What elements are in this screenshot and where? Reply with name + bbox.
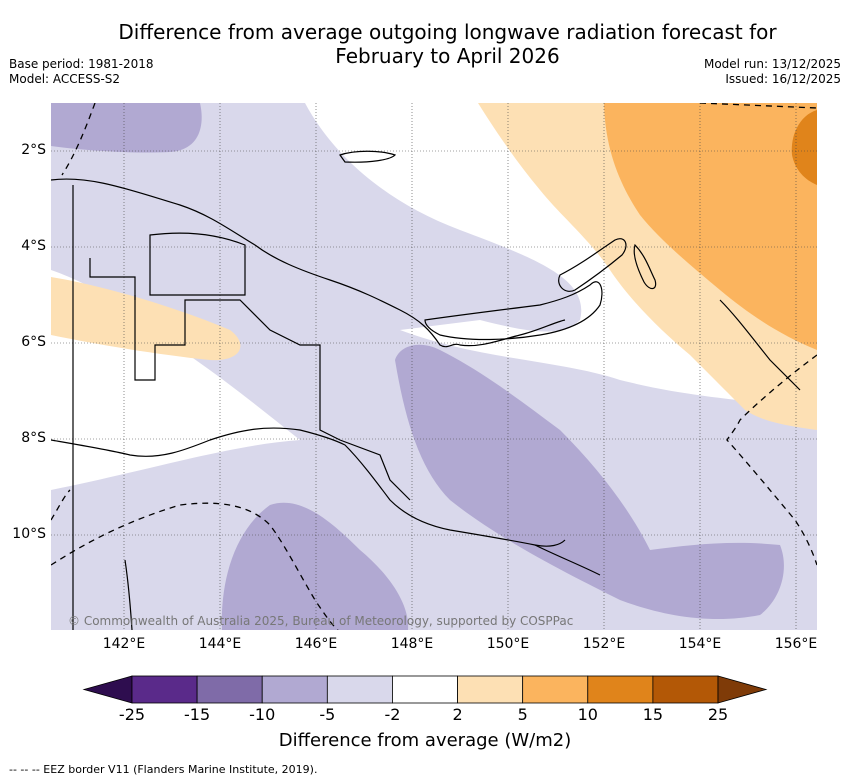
eez-south	[51, 502, 339, 630]
new-guinea-north-coast	[51, 178, 566, 348]
issued-date: Issued: 16/12/2025	[725, 72, 841, 86]
australia-cape-york	[124, 559, 133, 630]
meta-right: Model run: 13/12/2025 Issued: 16/12/2025	[704, 57, 841, 87]
colorbar-tick-label: -15	[184, 705, 211, 724]
lon-label-150: 150°E	[486, 636, 530, 652]
new-britain	[424, 281, 603, 341]
solomon-islands-chain	[719, 299, 801, 391]
lat-label-10s: 10°S	[12, 526, 46, 542]
colorbar-segment	[196, 675, 263, 704]
colorbar-arrow-high	[717, 675, 768, 704]
eez-borders	[51, 103, 817, 630]
anomaly-pos2-west	[51, 277, 241, 361]
eez-northeast	[699, 103, 817, 109]
louisiade-archipelago	[534, 544, 601, 576]
provincial-boundary-west	[89, 258, 136, 300]
anomaly-neg10-central	[395, 344, 784, 620]
colorbar-segment	[392, 675, 458, 704]
lon-label-156: 156°E	[774, 636, 818, 652]
coastlines	[51, 150, 801, 630]
colorbar-tick-label: -10	[249, 705, 276, 724]
base-period: Base period: 1981-2018	[9, 57, 154, 71]
anomaly-neg10-south	[221, 502, 409, 630]
lon-label-154: 154°E	[678, 636, 722, 652]
lon-label-142: 142°E	[102, 636, 146, 652]
anomaly-pos10-east	[791, 110, 817, 185]
colorbar-tick-label: 5	[517, 705, 528, 724]
inland-boundaries	[134, 295, 411, 501]
colorbar-tick-label: 10	[577, 705, 598, 724]
eez-southwest	[51, 489, 71, 521]
lon-label-148: 148°E	[390, 636, 434, 652]
manus-island	[339, 150, 397, 163]
lat-label-4s: 4°S	[21, 238, 46, 254]
map-panel	[51, 103, 817, 630]
provincial-boundary-north	[149, 232, 246, 296]
colorbar-tick-label: 15	[642, 705, 664, 724]
lon-label-152: 152°E	[582, 636, 626, 652]
meta-left: Base period: 1981-2018 Model: ACCESS-S2	[9, 57, 154, 87]
colorbar-tick-label: 25	[707, 705, 729, 724]
model-name: Model: ACCESS-S2	[9, 72, 121, 86]
new-ireland	[558, 238, 627, 292]
colorbar-segment	[261, 675, 328, 704]
lon-label-146: 146°E	[294, 636, 338, 652]
colorbar-arrow-low	[82, 675, 133, 704]
copyright-notice: © Commonwealth of Australia 2025, Bureau…	[68, 614, 574, 628]
colorbar-segment	[131, 675, 198, 704]
map-title: Difference from average outgoing longwav…	[118, 20, 777, 68]
graticule	[51, 103, 817, 630]
colorbar-segment	[522, 675, 589, 704]
colorbar-segment	[326, 675, 393, 704]
colorbar	[82, 675, 768, 704]
eez-east	[726, 354, 817, 566]
colorbar-tick-label: -2	[384, 705, 401, 724]
lat-label-2s: 2°S	[21, 142, 46, 158]
new-guinea-south-coast	[51, 427, 566, 547]
bougainville	[633, 243, 657, 290]
colorbar-tick-label: -25	[118, 705, 146, 724]
lat-label-8s: 8°S	[21, 430, 46, 446]
colorbar-segment	[457, 675, 524, 704]
colorbar-segment	[652, 675, 719, 704]
colorbar-segment	[587, 675, 654, 704]
anomaly-neg10-west	[51, 103, 202, 153]
lon-label-144: 144°E	[198, 636, 242, 652]
eez-footnote: -- -- -- EEZ border V11 (Flanders Marine…	[9, 763, 318, 776]
colorbar-label: Difference from average (W/m2)	[278, 730, 572, 751]
anomaly-pos5-east	[604, 103, 817, 350]
colorbar-segments	[82, 675, 768, 704]
lat-label-6s: 6°S	[21, 334, 46, 350]
model-run: Model run: 13/12/2025	[703, 57, 841, 71]
colorbar-tick-label: 2	[452, 705, 463, 724]
colorbar-tick-label: -5	[319, 705, 336, 724]
